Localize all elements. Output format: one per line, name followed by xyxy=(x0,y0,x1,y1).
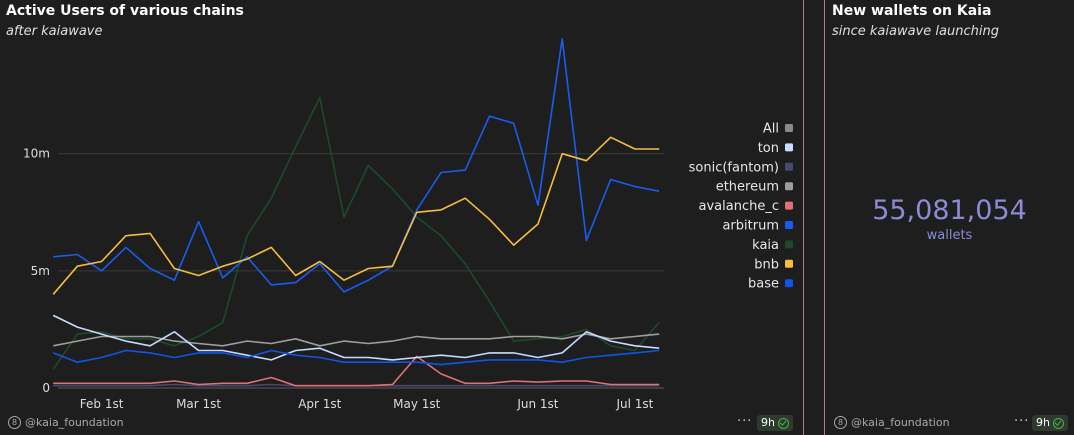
author-name: @kaia_foundation xyxy=(851,416,950,429)
legend-item[interactable]: base xyxy=(748,277,793,292)
legend-swatch xyxy=(785,124,793,132)
series-line-ton xyxy=(52,314,660,361)
wallet-count-value: 55,081,054 xyxy=(872,195,1027,226)
check-circle-icon xyxy=(1052,417,1064,429)
legend-item[interactable]: ethereum xyxy=(716,180,793,195)
author-link[interactable]: 8 @kaia_foundation xyxy=(8,416,124,429)
x-tick-label: Mar 1st xyxy=(176,397,221,411)
counter-subtitle: since kaiawave launching xyxy=(832,24,999,39)
legend-item[interactable]: ton xyxy=(758,141,793,156)
legend-swatch xyxy=(785,221,793,229)
series-lines xyxy=(52,38,660,387)
x-tick-label: Feb 1st xyxy=(80,397,124,411)
dune-logo-icon: 8 xyxy=(834,416,847,429)
y-tick-label: 5m xyxy=(31,264,50,278)
legend-swatch xyxy=(785,259,793,268)
refresh-time: 9h xyxy=(761,416,775,429)
legend-label: arbitrum xyxy=(722,219,779,234)
legend-item[interactable]: All xyxy=(763,122,793,137)
legend-swatch xyxy=(785,162,793,171)
legend-swatch xyxy=(785,182,793,191)
series-line-bnb xyxy=(52,136,660,295)
y-tick-label: 10m xyxy=(23,147,50,161)
y-tick-label: 0 xyxy=(42,381,50,395)
legend-label: base xyxy=(748,277,779,292)
more-options-icon[interactable]: ··· xyxy=(737,414,753,429)
panel-divider xyxy=(803,0,804,435)
new-wallets-panel: New wallets on Kaia since kaiawave launc… xyxy=(825,0,1074,435)
legend-item[interactable]: kaia xyxy=(752,238,793,253)
legend-swatch xyxy=(785,143,793,152)
legend-label: sonic(fantom) xyxy=(689,160,779,175)
legend-item[interactable]: arbitrum xyxy=(722,219,793,234)
legend-label: All xyxy=(763,122,779,137)
counter-title: New wallets on Kaia xyxy=(832,3,992,19)
author-link[interactable]: 8 @kaia_foundation xyxy=(834,416,950,429)
legend-label: avalanche_c xyxy=(699,199,779,214)
legend-swatch xyxy=(785,279,793,288)
refresh-badge[interactable]: 9h xyxy=(1032,415,1068,431)
legend-label: kaia xyxy=(752,238,779,253)
active-users-panel: Active Users of various chains after kai… xyxy=(0,0,802,435)
legend-swatch xyxy=(785,201,793,210)
x-tick-label: Jun 1st xyxy=(516,397,558,411)
refresh-badge[interactable]: 9h xyxy=(757,415,793,431)
legend-item[interactable]: avalanche_c xyxy=(699,199,793,214)
legend-item[interactable]: bnb xyxy=(754,257,793,272)
legend-item[interactable]: sonic(fantom) xyxy=(689,160,793,175)
active-users-chart: 0 5m 10m Feb 1st Mar 1st Apr 1st May 1st Jun 1s… xyxy=(23,38,793,411)
legend-label: ethereum xyxy=(716,180,779,195)
legend-label: bnb xyxy=(754,257,779,272)
dune-logo-icon: 8 xyxy=(8,416,21,429)
more-options-icon[interactable]: ··· xyxy=(1014,414,1030,429)
chart-subtitle: after kaiawave xyxy=(6,24,103,39)
legend-swatch xyxy=(785,240,793,249)
legend-label: ton xyxy=(758,141,779,156)
series-line-kaia xyxy=(52,96,660,370)
refresh-time: 9h xyxy=(1036,416,1050,429)
axis-ticks: 0 5m 10m Feb 1st Mar 1st Apr 1st May 1st Jun 1s… xyxy=(23,147,654,411)
x-tick-label: Apr 1st xyxy=(298,397,341,411)
panel-divider xyxy=(824,0,825,435)
wallet-count-label: wallets xyxy=(926,228,973,243)
check-circle-icon xyxy=(777,417,789,429)
series-line-base xyxy=(52,349,660,366)
series-line-arbitrum xyxy=(53,38,660,293)
series-line-avalanche-c xyxy=(53,355,660,387)
chart-title: Active Users of various chains xyxy=(6,3,244,19)
x-tick-label: Jul 1st xyxy=(615,397,653,411)
x-tick-label: May 1st xyxy=(393,397,441,411)
author-name: @kaia_foundation xyxy=(25,416,124,429)
legend[interactable]: All ton sonic(fantom) ethereum avalanche_car… xyxy=(689,122,793,292)
series-line-ethereum xyxy=(53,333,660,347)
